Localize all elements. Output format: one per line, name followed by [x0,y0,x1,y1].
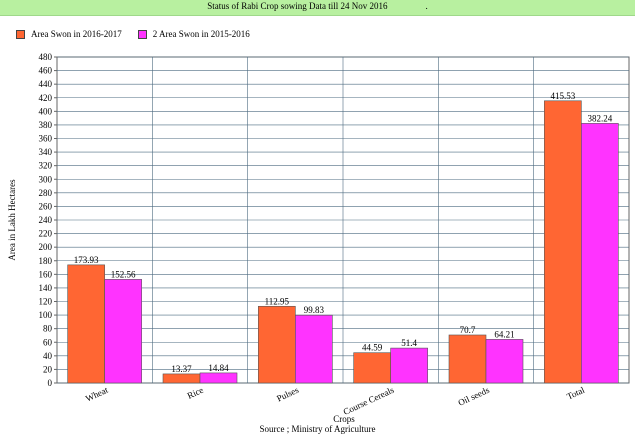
y-tick-label: 120 [39,297,53,307]
bar-2015 [485,339,524,384]
x-tick-label: Rice [186,385,205,401]
y-tick-label: 160 [39,269,53,279]
y-tick-label: 460 [39,66,53,76]
bar-value-label: 99.83 [304,305,325,315]
bar-value-label: 64.21 [494,329,514,339]
y-tick-label: 0 [48,378,53,388]
bar-value-label: 51.4 [401,338,417,348]
bar-2016 [448,334,487,384]
legend-label-2015: 2 Area Swon in 2015-2016 [152,29,250,39]
x-tick-label: Total [565,385,586,402]
title-label: Status of Rabi Crop sowing Data till 24 … [207,1,388,11]
legend-swatch-2015 [137,29,147,39]
legend-item-2015: 2 Area Swon in 2015-2016 [137,29,250,39]
y-tick-label: 240 [39,215,53,225]
y-tick-label: 100 [39,310,53,320]
bar-2015 [295,314,333,384]
legend-swatch-2016 [16,29,25,39]
bar-2015 [581,123,619,384]
bar-2016 [67,264,105,384]
x-tick-label: Wheat [84,385,110,404]
source-note: Source ; Ministry of Agriculture [259,424,376,434]
bar-value-label: 70.7 [460,325,476,335]
bar-value-label: 14.84 [208,363,229,373]
bar-2015 [104,279,142,384]
bar-value-label: 382.24 [587,113,612,123]
y-tick-label: 360 [39,134,53,144]
y-tick-label: 220 [39,229,53,239]
bar-2015 [199,372,238,384]
bar-value-label: 13.37 [171,364,192,374]
y-tick-label: 140 [39,283,53,293]
bar-value-label: 112.95 [265,296,290,306]
y-tick-label: 420 [39,93,53,103]
legend-label-2016: Area Swon in 2016-2017 [31,29,122,39]
y-tick-label: 300 [39,174,53,184]
y-tick-label: 440 [39,79,53,89]
y-tick-label: 480 [39,52,53,62]
title-bar: Status of Rabi Crop sowing Data till 24 … [0,0,635,16]
y-tick-label: 380 [39,120,53,130]
x-tick-label: Pulses [275,385,301,404]
title-suffix: . [425,1,428,11]
chart-legend: Area Swon in 2016-2017 2 Area Swon in 20… [16,27,266,41]
legend-item-2016: Area Swon in 2016-2017 [16,29,122,39]
y-tick-label: 180 [39,256,53,266]
x-tick-label: Course Cereals [342,385,396,417]
bar-2016 [258,305,296,384]
bar-value-label: 415.53 [550,91,575,101]
bar-2016 [162,373,201,384]
page-title: Status of Rabi Crop sowing Data till 24 … [0,1,635,11]
bar-2015 [390,347,428,384]
y-tick-label: 40 [43,351,53,361]
y-tick-label: 20 [43,364,53,374]
bar-2016 [544,100,582,384]
bar-value-label: 173.93 [74,255,99,265]
y-tick-label: 400 [39,106,53,116]
x-tick-label: Oil seeds [456,385,491,408]
y-tick-label: 200 [39,242,53,252]
y-tick-label: 280 [39,188,53,198]
y-tick-label: 80 [43,324,53,334]
y-tick-label: 260 [39,201,53,211]
bar-2016 [353,352,391,384]
bar-value-label: 44.59 [362,343,383,353]
bar-value-label: 152.56 [111,269,136,279]
y-axis-title: Area in Lakh Hectares [7,179,17,261]
y-tick-label: 60 [43,337,53,347]
x-axis-title: Crops [333,414,355,424]
y-tick-label: 320 [39,161,53,171]
y-tick-label: 340 [39,147,53,157]
